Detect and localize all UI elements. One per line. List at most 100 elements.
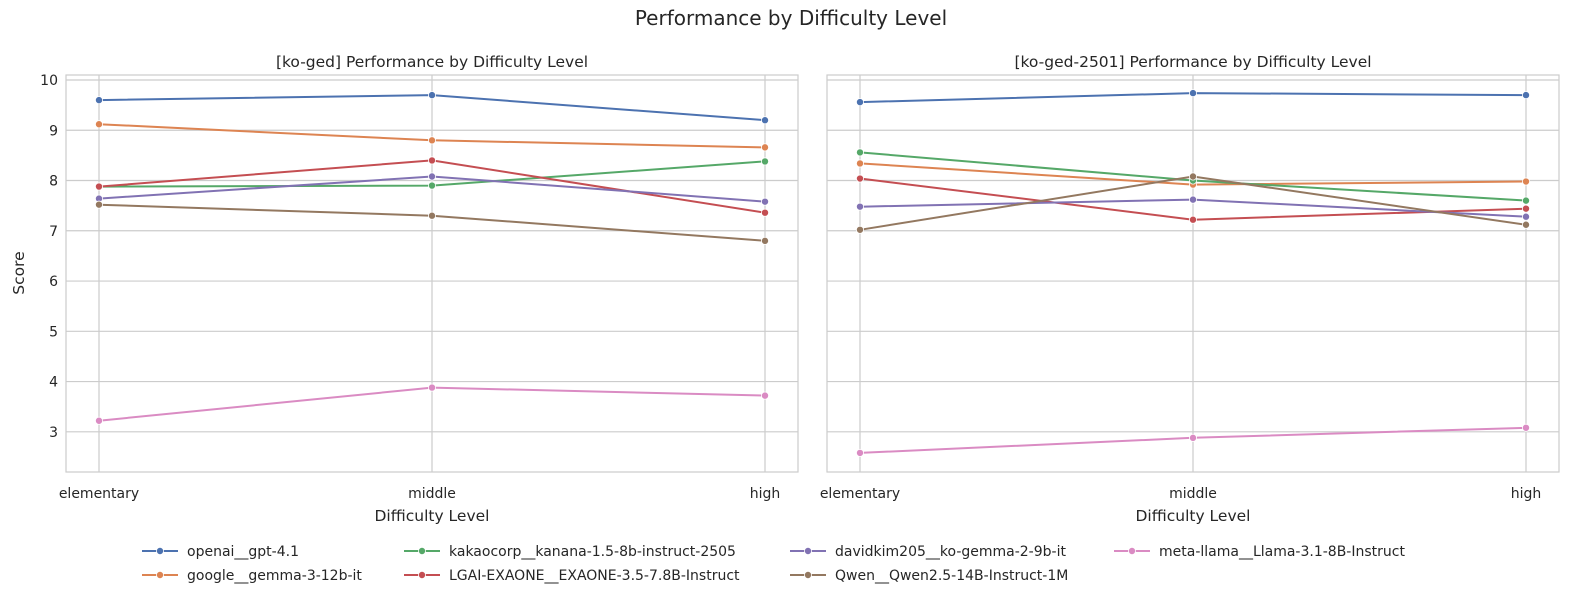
data-point [427,211,436,220]
series-qwen-qwen2-5-14b-instruct-1m [856,172,1531,234]
data-point [1522,177,1531,186]
x-axis-label: Difficulty Level [1136,507,1251,525]
series-openai-gpt-4-1 [856,89,1531,107]
x-tick-label: middle [408,486,456,502]
legend-label: kakaocorp__kanana-1.5-8b-instruct-2505 [449,544,736,560]
y-axis-label: Score [10,251,28,294]
legend-label: davidkim205__ko-gemma-2-9b-it [835,544,1066,560]
y-tick-label: 3 [49,425,58,441]
data-point [761,157,770,166]
data-point [761,116,770,125]
legend-item-qwen-qwen2-5-14b-instruct-1m: Qwen__Qwen2.5-14B-Instruct-1M [790,568,1068,584]
data-point [1522,196,1531,205]
data-point [1522,423,1531,432]
data-point [95,200,104,209]
y-tick-labels: 3 4 5 6 7 8 9 10 [40,73,58,441]
y-tick-label: 6 [49,274,58,290]
legend-marker [155,571,164,580]
data-point [856,159,865,168]
series-lgai-exaone-exaone-3-5-7-8b-instruct [95,156,770,217]
y-tick-label: 7 [49,224,58,240]
legend-marker [804,571,813,580]
legend-marker [1128,547,1137,556]
y-tick-label: 5 [49,324,58,340]
data-point [856,148,865,157]
data-point [95,182,104,191]
x-tick-label: high [750,486,781,502]
legend-item-davidkim205-ko-gemma-2-9b-it: davidkim205__ko-gemma-2-9b-it [790,544,1066,560]
subplot-title: [ko-ged-2501] Performance by Difficulty … [1014,53,1371,71]
plot-frame [65,74,799,473]
legend-label: google__gemma-3-12b-it [187,568,362,584]
x-tick-label: elementary [820,486,900,502]
data-point [1522,91,1531,100]
y-tick-label: 10 [40,73,58,89]
data-point [856,98,865,107]
legend-marker [417,547,426,556]
legend-item-openai-gpt-4-1: openai__gpt-4.1 [142,544,299,560]
data-point [427,181,436,190]
x-tick-labels: elementary middle high [820,486,1541,502]
data-point [427,136,436,145]
legend-label: meta-llama__Llama-3.1-8B-Instruct [1159,544,1405,560]
legend-label: LGAI-EXAONE__EXAONE-3.5-7.8B-Instruct [449,568,740,584]
legend-marker [155,547,164,556]
data-point [856,202,865,211]
data-point [427,172,436,181]
subplot-ko-ged: [ko-ged] Performance by Difficulty Level… [10,53,799,525]
figure-title: Performance by Difficulty Level [635,6,947,30]
data-point [95,120,104,129]
legend-item-lgai-exaone-exaone-3-5-7-8b-instruct: LGAI-EXAONE__EXAONE-3.5-7.8B-Instruct [404,568,740,584]
data-point [1189,195,1198,204]
data-point [427,383,436,392]
legend-item-google-gemma-3-12b-it: google__gemma-3-12b-it [142,568,362,584]
gridlines [827,75,1559,472]
series-meta-llama-llama-3-1-8b-instruct [856,423,1531,457]
series-lgai-exaone-exaone-3-5-7-8b-instruct [856,174,1531,224]
series-qwen-qwen2-5-14b-instruct-1m [95,200,770,245]
x-axis-label: Difficulty Level [375,507,490,525]
data-point [427,91,436,100]
data-point [856,448,865,457]
plot-frame [826,74,1560,473]
data-point [1522,212,1531,221]
x-tick-label: middle [1169,486,1217,502]
data-point [1522,204,1531,213]
legend-item-kakaocorp-kanana-1-5-8b-instruct-2505: kakaocorp__kanana-1.5-8b-instruct-2505 [404,544,736,560]
series-davidkim205-ko-gemma-2-9b-it [856,195,1531,221]
series-davidkim205-ko-gemma-2-9b-it [95,172,770,206]
data-point [761,197,770,206]
subplot-ko-ged-2501: [ko-ged-2501] Performance by Difficulty … [820,53,1560,525]
x-tick-label: elementary [59,486,139,502]
data-point [427,156,436,165]
data-point [761,236,770,245]
data-point [95,96,104,105]
y-tick-label: 4 [49,375,58,391]
data-point [761,208,770,217]
legend-item-meta-llama-llama-3-1-8b-instruct: meta-llama__Llama-3.1-8B-Instruct [1114,544,1405,560]
data-point [761,143,770,152]
data-point [95,416,104,425]
legend: openai__gpt-4.1 google__gemma-3-12b-it kak… [142,544,1405,584]
series-openai-gpt-4-1 [95,91,770,125]
y-tick-label: 8 [49,174,58,190]
x-tick-labels: elementary middle high [59,486,780,502]
data-point [856,225,865,234]
legend-marker [417,571,426,580]
legend-label: Qwen__Qwen2.5-14B-Instruct-1M [835,568,1068,584]
legend-marker [804,547,813,556]
subplot-title: [ko-ged] Performance by Difficulty Level [276,53,588,71]
series-lines [856,89,1531,457]
data-point [761,391,770,400]
data-point [856,174,865,183]
series-google-gemma-3-12b-it [95,120,770,152]
x-tick-label: high [1511,486,1542,502]
data-point [1189,433,1198,442]
series-lines [95,91,770,425]
y-tick-label: 9 [49,123,58,139]
data-point [1189,89,1198,98]
legend-label: openai__gpt-4.1 [187,544,299,560]
data-point [1189,172,1198,181]
data-point [1189,215,1198,224]
